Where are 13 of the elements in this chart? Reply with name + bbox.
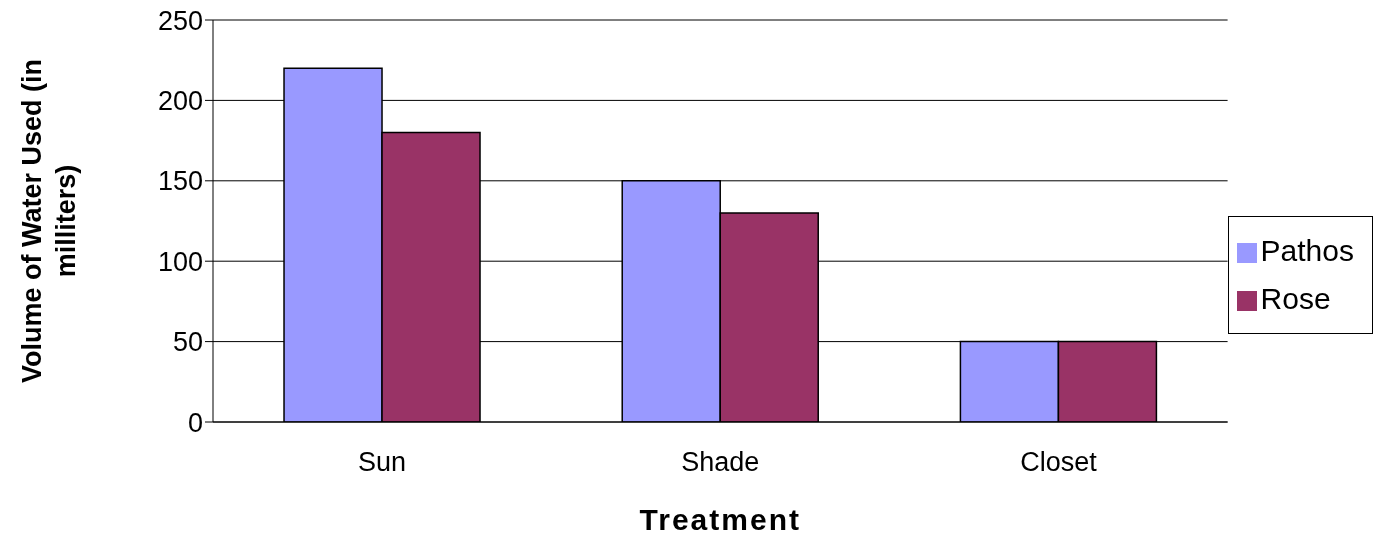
y-tick-label: 250 xyxy=(157,5,203,36)
legend-label: Rose xyxy=(1260,282,1331,315)
y-tick-label: 200 xyxy=(157,85,203,116)
y-tick-label: 0 xyxy=(187,407,203,438)
y-tick-label: 150 xyxy=(157,166,203,197)
x-tick-label: Shade xyxy=(681,447,760,478)
y-tick-label: 50 xyxy=(172,327,203,358)
x-tick-label: Sun xyxy=(358,447,407,478)
y-tick-label: 100 xyxy=(157,246,203,277)
y-axis-title: Volume of Water Used (in milliters) xyxy=(17,58,81,384)
legend-label: Pathos xyxy=(1260,234,1354,267)
x-axis-title: Treatment xyxy=(639,503,801,536)
x-tick-label: Closet xyxy=(1020,447,1098,478)
